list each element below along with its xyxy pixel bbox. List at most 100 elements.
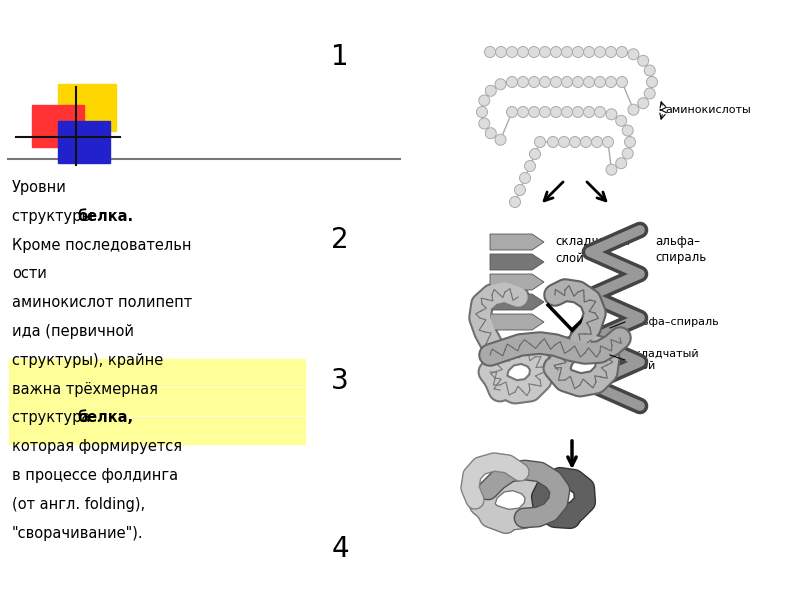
Circle shape — [478, 95, 490, 106]
Circle shape — [606, 109, 617, 120]
Circle shape — [562, 107, 573, 118]
Circle shape — [495, 46, 506, 58]
Text: 2: 2 — [331, 226, 349, 254]
Circle shape — [529, 46, 539, 58]
Circle shape — [644, 88, 655, 99]
Text: альфа–
спираль: альфа– спираль — [655, 235, 706, 265]
Circle shape — [594, 107, 606, 118]
Circle shape — [646, 76, 658, 88]
Circle shape — [617, 76, 627, 88]
Circle shape — [622, 148, 634, 159]
Bar — [9, 417, 305, 443]
Polygon shape — [490, 254, 544, 270]
Circle shape — [518, 46, 529, 58]
Circle shape — [616, 115, 626, 126]
Circle shape — [581, 136, 591, 148]
Text: (от англ. folding),: (от англ. folding), — [12, 497, 145, 512]
Circle shape — [628, 104, 639, 115]
Circle shape — [506, 46, 518, 58]
Text: "сворачивание").: "сворачивание"). — [12, 526, 144, 541]
Circle shape — [594, 46, 606, 58]
Circle shape — [602, 136, 614, 148]
Circle shape — [539, 76, 550, 88]
Text: складчатый
слой: складчатый слой — [555, 235, 630, 265]
Circle shape — [510, 196, 521, 208]
Circle shape — [550, 107, 562, 118]
Circle shape — [606, 164, 617, 175]
Text: Кроме последовательн: Кроме последовательн — [12, 238, 191, 253]
Circle shape — [622, 125, 634, 136]
Text: ида (первичной: ида (первичной — [12, 324, 134, 339]
Circle shape — [562, 46, 573, 58]
Bar — [58, 84, 116, 131]
Text: 3: 3 — [331, 367, 349, 395]
Circle shape — [573, 76, 583, 88]
Bar — [58, 121, 110, 163]
Circle shape — [539, 46, 550, 58]
Circle shape — [644, 65, 655, 76]
Text: Уровни: Уровни — [12, 180, 67, 195]
Circle shape — [477, 107, 487, 118]
Circle shape — [519, 173, 530, 184]
Circle shape — [514, 185, 526, 196]
Circle shape — [583, 46, 594, 58]
Circle shape — [550, 46, 562, 58]
Circle shape — [558, 136, 570, 148]
Bar — [9, 359, 305, 386]
Circle shape — [606, 76, 617, 88]
Circle shape — [518, 107, 529, 118]
Circle shape — [525, 160, 535, 172]
Text: структуры: структуры — [12, 209, 98, 224]
Circle shape — [573, 46, 583, 58]
Polygon shape — [490, 294, 544, 310]
Circle shape — [628, 49, 639, 60]
Circle shape — [638, 98, 649, 109]
Polygon shape — [490, 274, 544, 290]
Circle shape — [591, 136, 602, 148]
Circle shape — [550, 76, 562, 88]
Circle shape — [583, 107, 594, 118]
Circle shape — [539, 107, 550, 118]
Circle shape — [478, 118, 490, 129]
Text: структура: структура — [12, 410, 95, 425]
Circle shape — [506, 76, 518, 88]
Circle shape — [529, 107, 539, 118]
Circle shape — [529, 76, 539, 88]
Circle shape — [617, 46, 627, 58]
Text: белка.: белка. — [77, 209, 134, 224]
Circle shape — [583, 76, 594, 88]
Circle shape — [594, 76, 606, 88]
Circle shape — [562, 76, 573, 88]
Text: аминокислот полипепт: аминокислот полипепт — [12, 295, 192, 310]
Polygon shape — [490, 234, 544, 250]
Circle shape — [547, 136, 558, 148]
Circle shape — [530, 148, 541, 160]
Circle shape — [495, 79, 506, 90]
Text: важна трёхмерная: важна трёхмерная — [12, 382, 158, 397]
Polygon shape — [490, 314, 544, 330]
Circle shape — [625, 136, 635, 148]
Circle shape — [485, 46, 495, 58]
Circle shape — [638, 55, 649, 66]
Text: в процессе фолдинга: в процессе фолдинга — [12, 468, 178, 483]
Circle shape — [495, 134, 506, 145]
Circle shape — [606, 46, 617, 58]
Circle shape — [486, 85, 496, 96]
Circle shape — [534, 136, 546, 148]
Text: альфа–спираль: альфа–спираль — [628, 317, 718, 327]
Circle shape — [573, 107, 583, 118]
Circle shape — [506, 107, 518, 118]
Text: складчатый
слой: складчатый слой — [628, 349, 698, 371]
Text: которая формируется: которая формируется — [12, 439, 182, 454]
Circle shape — [518, 76, 529, 88]
Text: 1: 1 — [331, 43, 349, 71]
Text: ости: ости — [12, 266, 47, 281]
Circle shape — [570, 136, 581, 148]
Bar — [32, 105, 84, 147]
Circle shape — [486, 128, 496, 139]
Text: 4: 4 — [331, 535, 349, 563]
Circle shape — [616, 158, 626, 169]
Text: аминокислоты: аминокислоты — [665, 105, 750, 115]
Bar — [9, 388, 305, 415]
Text: белка,: белка, — [77, 410, 134, 425]
